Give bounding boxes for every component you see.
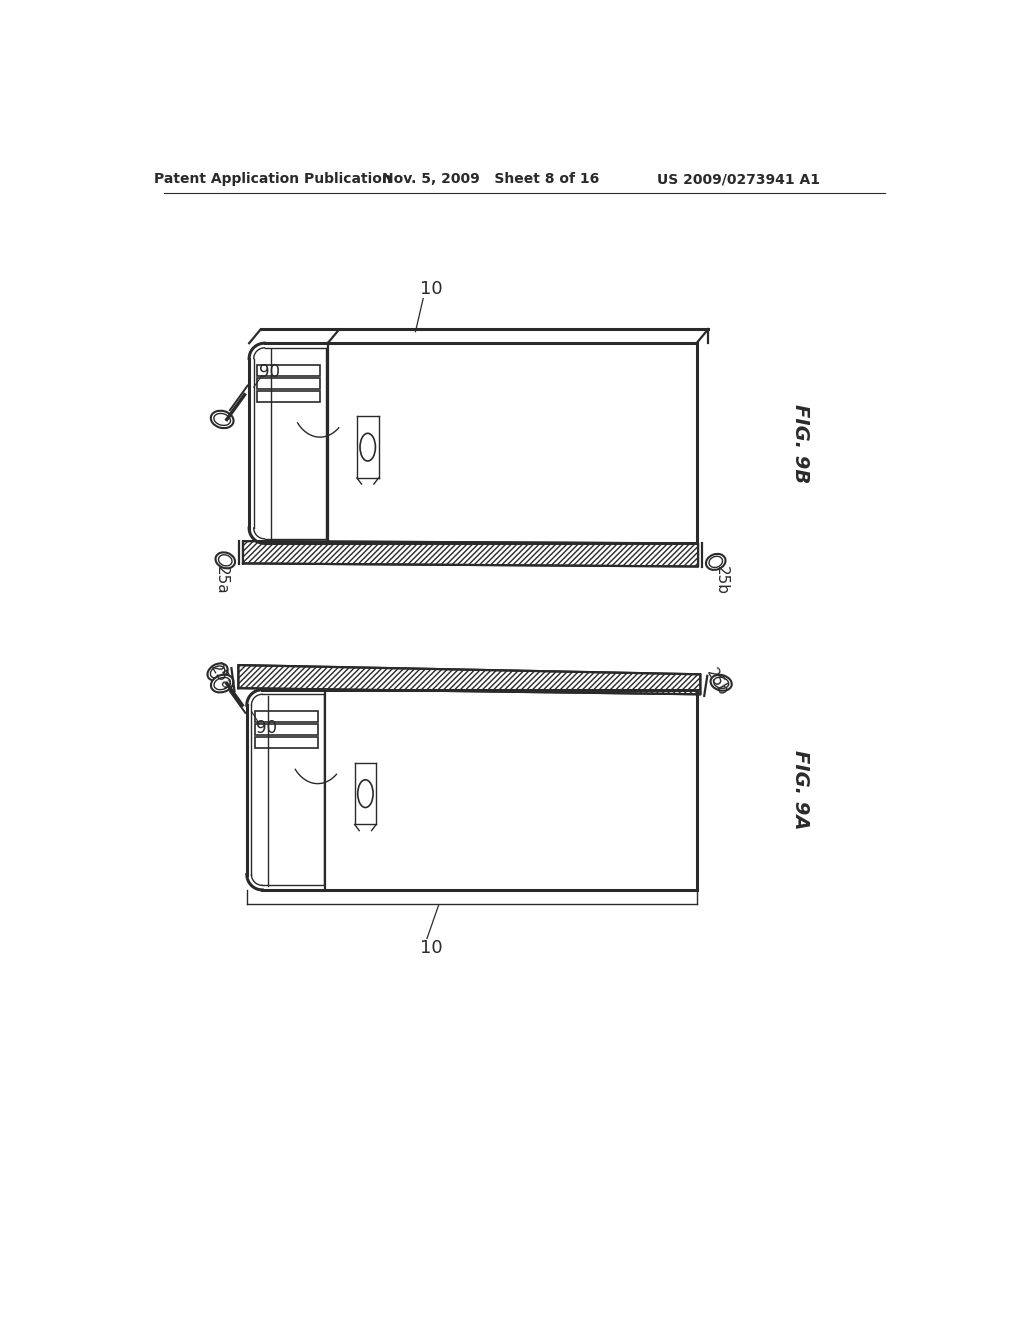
Ellipse shape: [214, 413, 230, 425]
Ellipse shape: [714, 677, 729, 688]
Text: 25b: 25b: [714, 566, 729, 595]
Ellipse shape: [709, 556, 723, 568]
Polygon shape: [243, 541, 698, 566]
Text: 25b: 25b: [703, 667, 731, 700]
Text: FIG. 9B: FIG. 9B: [791, 404, 810, 483]
Ellipse shape: [214, 677, 230, 689]
Text: Patent Application Publication: Patent Application Publication: [155, 172, 392, 186]
Text: FIG. 9A: FIG. 9A: [791, 750, 810, 829]
Polygon shape: [239, 665, 700, 694]
Ellipse shape: [211, 411, 233, 428]
Bar: [255, 725, 317, 735]
Ellipse shape: [211, 675, 233, 693]
Bar: [255, 711, 317, 722]
Ellipse shape: [218, 554, 232, 566]
Ellipse shape: [215, 552, 236, 569]
Bar: [257, 378, 319, 388]
Text: 90: 90: [259, 363, 280, 380]
Text: Nov. 5, 2009   Sheet 8 of 16: Nov. 5, 2009 Sheet 8 of 16: [382, 172, 599, 186]
Bar: [257, 391, 319, 401]
Bar: [257, 364, 319, 376]
Ellipse shape: [210, 665, 224, 678]
Text: US 2009/0273941 A1: US 2009/0273941 A1: [657, 172, 820, 186]
Ellipse shape: [208, 664, 227, 681]
Text: 25a: 25a: [208, 661, 236, 693]
Ellipse shape: [711, 675, 732, 690]
Text: 10: 10: [420, 939, 442, 957]
Bar: [255, 738, 317, 748]
Text: 10: 10: [420, 280, 442, 298]
Text: 90: 90: [256, 719, 278, 737]
Ellipse shape: [706, 554, 726, 570]
Text: 25a: 25a: [214, 566, 229, 595]
